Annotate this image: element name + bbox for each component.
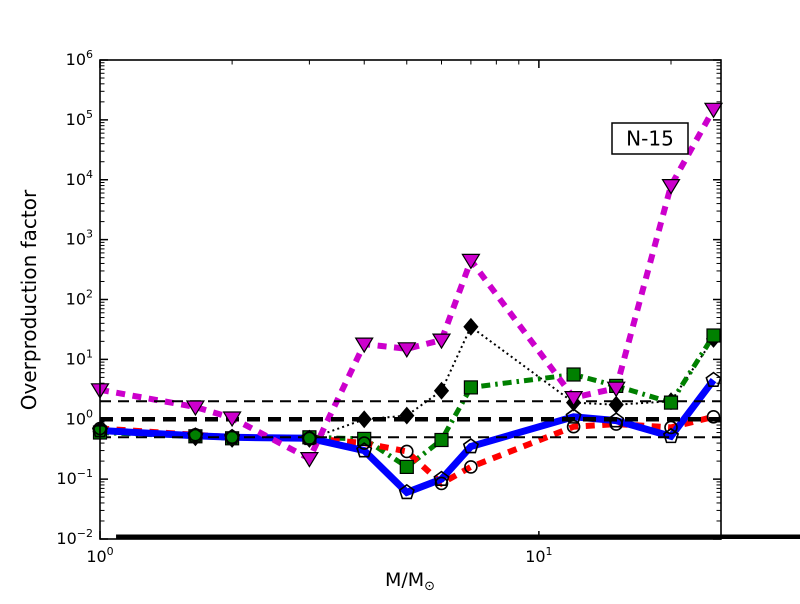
triangle-down-marker [222,411,242,428]
triangle-down-marker [661,179,681,195]
series-line-magenta-dashed-triangle [99,107,717,463]
triangle-down-marker [606,381,626,398]
y-axis-label: Overproduction factor [17,189,41,410]
axes-frame [99,59,722,540]
triangle-down-marker [431,333,452,350]
triangle-down-marker [703,102,724,119]
square-marker [357,431,372,446]
square-marker [706,328,721,343]
axis-titles: Overproduction factor M/M⊙ [17,189,435,594]
circle-marker [706,409,721,424]
triangle-down-marker [299,452,319,468]
pentagon-marker [662,427,680,444]
circle-marker [399,444,414,459]
pentagon-marker [187,427,204,443]
diamond-marker [399,406,415,425]
diamond-marker [608,395,624,414]
square-marker [463,380,478,395]
series-line-green-dashdot-square [99,334,716,470]
markers-blue-solid-pentagon [91,371,722,500]
diamond-marker [433,381,450,400]
pentagon-marker [301,429,318,446]
circle-marker [434,476,449,491]
x-tick-label: 101 [525,545,552,566]
x-axis-label: M/M⊙ [385,569,435,594]
y-tick-labels: 10−2 10−1 100 101 102 103 104 105 106 [56,48,93,548]
pentagon-marker [433,470,450,486]
pentagon-marker [462,438,479,454]
triangle-down-marker [354,337,374,354]
y-tick-label: 105 [66,108,93,129]
circle-marker [566,419,581,434]
circle-marker [464,460,478,474]
circle-marker [664,420,678,435]
diamond-marker [463,317,479,336]
triangle-down-marker [397,342,417,358]
y-tick-label: 102 [66,288,93,309]
pentagon-marker [608,412,625,428]
pentagon-marker [565,408,582,424]
y-tick-label: 104 [66,168,93,189]
series-markers [90,102,724,500]
triangle-down-marker [564,391,584,407]
y-tick-label: 100 [66,407,93,428]
annotation: N-15 [611,122,689,155]
square-marker [663,395,679,410]
y-tick-label: 10−2 [56,527,93,548]
circle-marker [357,436,372,450]
square-marker [434,432,449,448]
pentagon-marker [356,442,373,458]
x-tick-label: 100 [86,545,113,566]
y-tick-label: 103 [66,228,93,249]
square-marker [566,367,581,382]
y-tick-label: 101 [66,347,93,368]
pentagon-marker [398,483,415,500]
triangle-down-marker [185,400,205,417]
y-tick-label: 106 [66,48,93,69]
diamond-marker [356,410,372,429]
x-tick-labels: 100 101 [86,545,552,566]
reference-lines [100,400,721,439]
annotation-label: N-15 [626,127,674,151]
y-tick-label: 10−1 [56,467,93,488]
pentagon-marker [224,428,241,445]
pentagon-marker [705,371,722,387]
triangle-down-marker [461,253,481,270]
annotation-box [611,122,689,155]
square-marker [399,459,414,474]
